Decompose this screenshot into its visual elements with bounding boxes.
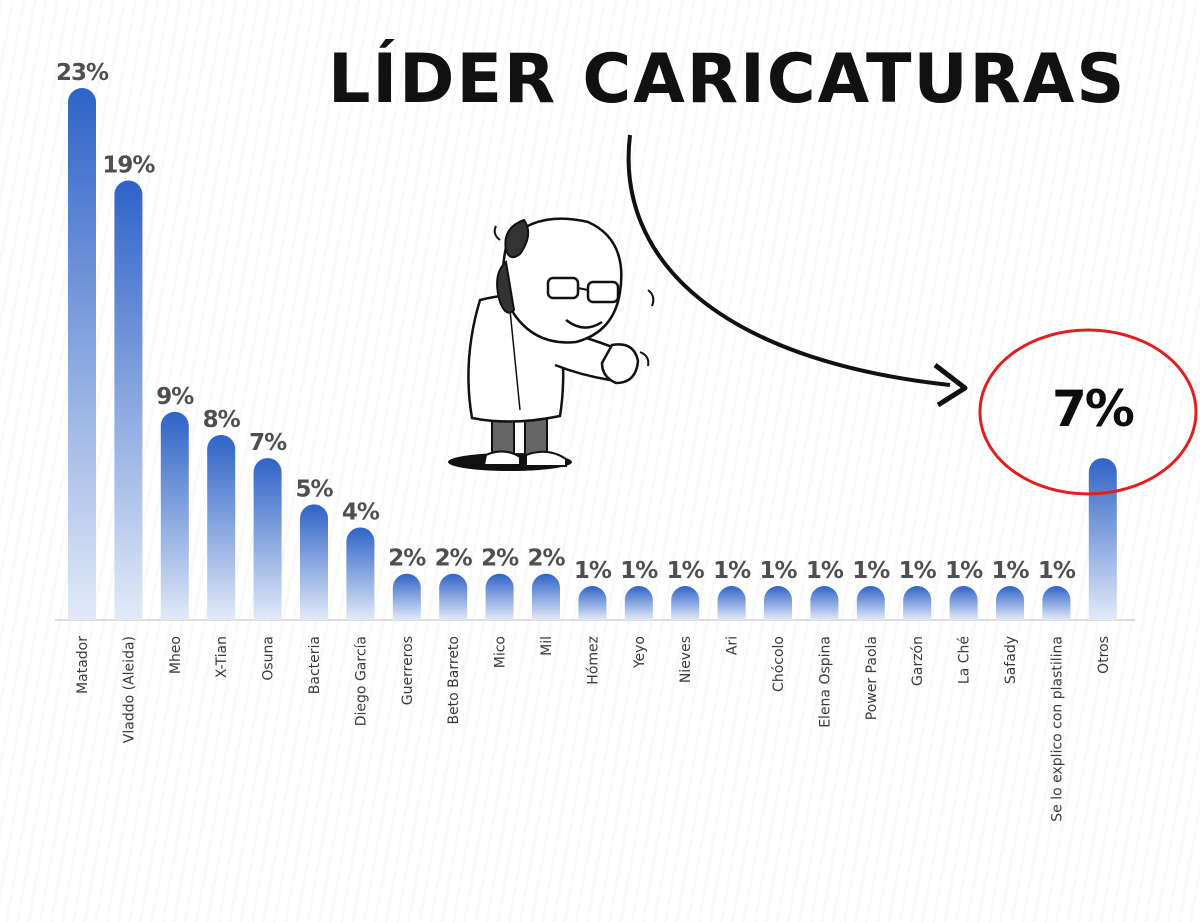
category-label: Mil [539,636,555,656]
bar [439,573,468,620]
bar-value-label: 2% [435,546,473,572]
bar [764,586,792,620]
bar [392,573,421,620]
bar-value-label: 1% [574,558,612,584]
bars-group [68,88,1117,620]
category-label: Mico [493,636,509,668]
curved-arrow [626,134,951,387]
category-label: Otros [1096,636,1112,674]
category-label: Guerreros [400,636,416,705]
bar [207,434,236,620]
bar-value-label: 1% [806,558,844,584]
category-label: Chócolo [771,636,787,692]
bar-value-label: 5% [295,476,333,502]
highlight-circle [978,328,1198,496]
bar-value-label: 1% [759,558,797,584]
bar [1042,586,1071,620]
bar-value-label: 2% [388,546,426,572]
bar [996,586,1024,620]
bar [68,88,96,620]
category-label: Safady [1003,636,1019,684]
bar-value-label: 1% [620,558,658,584]
bar [160,411,189,620]
bar [717,586,746,620]
bar-value-label: 9% [156,384,194,410]
category-label: Power Paola [864,636,880,720]
bar-value-label: 1% [713,558,751,584]
category-label: Bacteria [307,636,323,694]
category-label: Beto Barreto [446,636,462,725]
bar-value-label: 1% [667,558,705,584]
bar-value-label: 1% [899,558,937,584]
category-label: Ari [725,636,741,655]
bar [253,458,282,620]
bar [903,586,932,620]
bar-value-label: 1% [852,558,890,584]
bar [346,527,375,620]
bar [114,180,143,620]
category-label: La Ché [957,636,973,684]
bar [532,573,560,620]
category-label: Hómez [585,636,601,685]
category-label: X-Tian [214,636,230,678]
category-label: Mheo [168,636,184,674]
bar [949,586,978,620]
bar-value-label: 8% [203,407,241,433]
category-label: Elena Ospina [817,636,833,728]
category-labels-group: Matador Vladdo (Aleida) Mheo X-Tian Osuna Bac… [75,636,1112,822]
bar [624,586,653,620]
bar-value-label: 1% [1038,558,1076,584]
bar [856,586,885,620]
bar-value-label: 2% [481,546,519,572]
bar [300,504,328,620]
bar [810,586,839,620]
category-label: Diego García [353,636,369,726]
category-label: Yeyo [632,636,648,669]
bar [485,573,514,620]
arrow-head [933,363,968,408]
category-label: Osuna [261,636,277,681]
headline-text: LÍDER CARICATURAS [328,40,1127,119]
category-label: Nieves [678,636,694,683]
bar-value-label: 2% [527,546,565,572]
category-label: Vladdo (Aleida) [121,636,137,743]
category-label: Garzón [910,636,926,686]
bar [1088,458,1117,620]
bar-value-label: 23% [56,60,109,86]
category-label: Se lo explico con plastilina [1049,636,1065,822]
bar-value-label: 1% [945,558,983,584]
bar-value-label: 7% [249,430,287,456]
bar-value-label: 19% [102,153,155,179]
bar-value-label: 1% [991,558,1029,584]
highlight-value-label: 7% [1052,380,1135,438]
bar [578,586,607,620]
category-label: Matador [75,636,91,694]
caricature-illustration [448,217,655,471]
bar [671,586,700,620]
bar-value-label: 4% [342,499,380,525]
value-labels-group: 23% 19% 9% 8% 7% 5% 4% 2% 2% 2% 2% 1% 1% 1% 1% 1% 1% 1% 1%… [56,60,1077,584]
